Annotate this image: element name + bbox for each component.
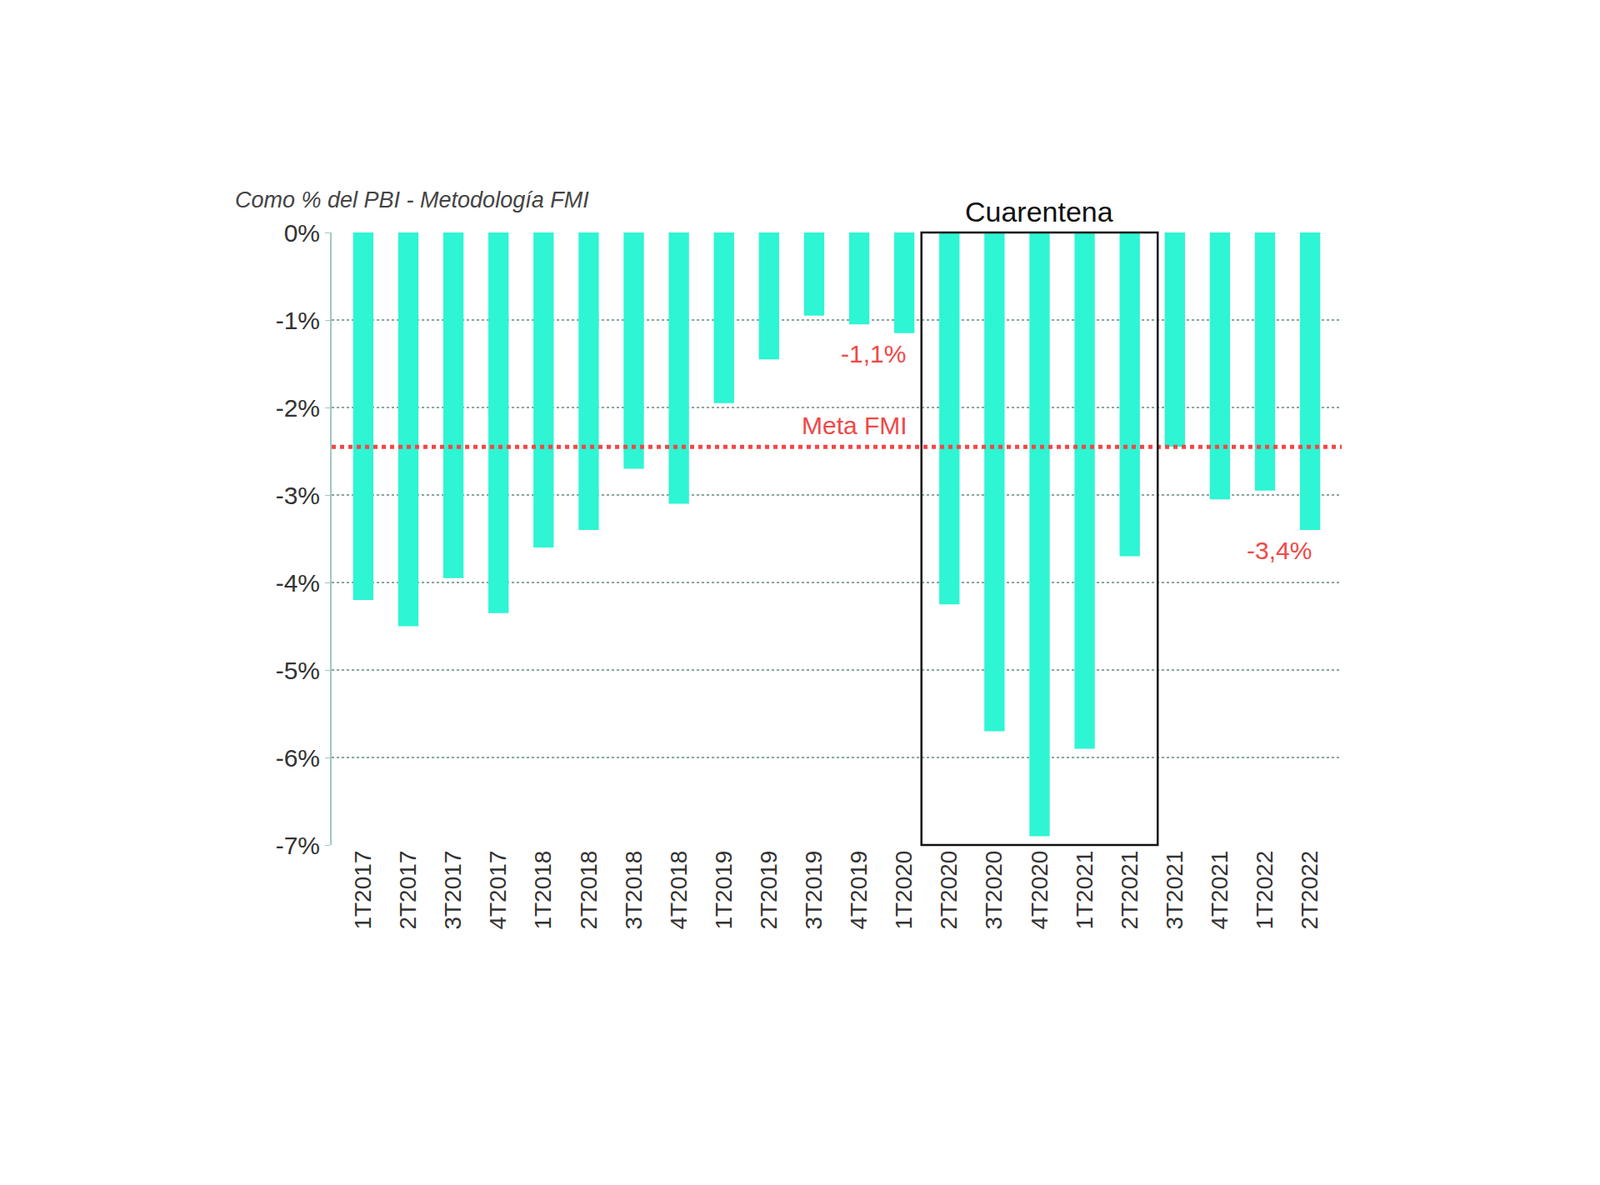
svg-text:3T2021: 3T2021 [1161,850,1188,930]
svg-text:0%: 0% [284,219,320,247]
svg-text:1T2020: 1T2020 [890,850,917,930]
svg-text:Como % del PBI - Metodología F: Como % del PBI - Metodología FMI [235,187,590,213]
svg-text:-4%: -4% [275,569,320,597]
svg-text:2T2018: 2T2018 [575,850,602,930]
svg-text:-7%: -7% [275,831,320,860]
svg-text:-2%: -2% [275,394,320,422]
svg-text:-3,4%: -3,4% [1246,536,1312,565]
svg-text:1T2018: 1T2018 [530,850,556,930]
svg-text:1T2022: 1T2022 [1251,850,1278,930]
svg-text:Meta FMI: Meta FMI [801,411,908,440]
svg-text:2T2021: 2T2021 [1116,850,1143,930]
svg-text:1T2019: 1T2019 [710,850,737,930]
svg-text:2T2020: 2T2020 [935,850,962,930]
svg-text:2T2017: 2T2017 [395,850,421,930]
svg-text:4T2017: 4T2017 [485,850,511,930]
svg-text:2T2022: 2T2022 [1296,850,1323,930]
svg-text:4T2021: 4T2021 [1206,850,1233,930]
svg-text:3T2018: 3T2018 [620,850,647,930]
svg-text:1T2021: 1T2021 [1071,850,1098,930]
svg-text:-6%: -6% [275,744,320,772]
svg-text:-1,1%: -1,1% [840,340,906,368]
svg-text:Cuarentena: Cuarentena [965,195,1114,228]
svg-text:4T2018: 4T2018 [665,850,692,930]
svg-text:3T2017: 3T2017 [440,850,466,930]
svg-text:-3%: -3% [275,481,320,510]
svg-text:3T2020: 3T2020 [980,850,1007,930]
svg-text:1T2017: 1T2017 [350,850,376,930]
svg-text:-5%: -5% [275,656,320,685]
svg-text:3T2019: 3T2019 [800,850,827,930]
svg-text:4T2020: 4T2020 [1026,850,1053,930]
svg-text:2T2019: 2T2019 [755,850,782,930]
svg-text:4T2019: 4T2019 [845,850,872,930]
svg-text:-1%: -1% [275,306,320,335]
